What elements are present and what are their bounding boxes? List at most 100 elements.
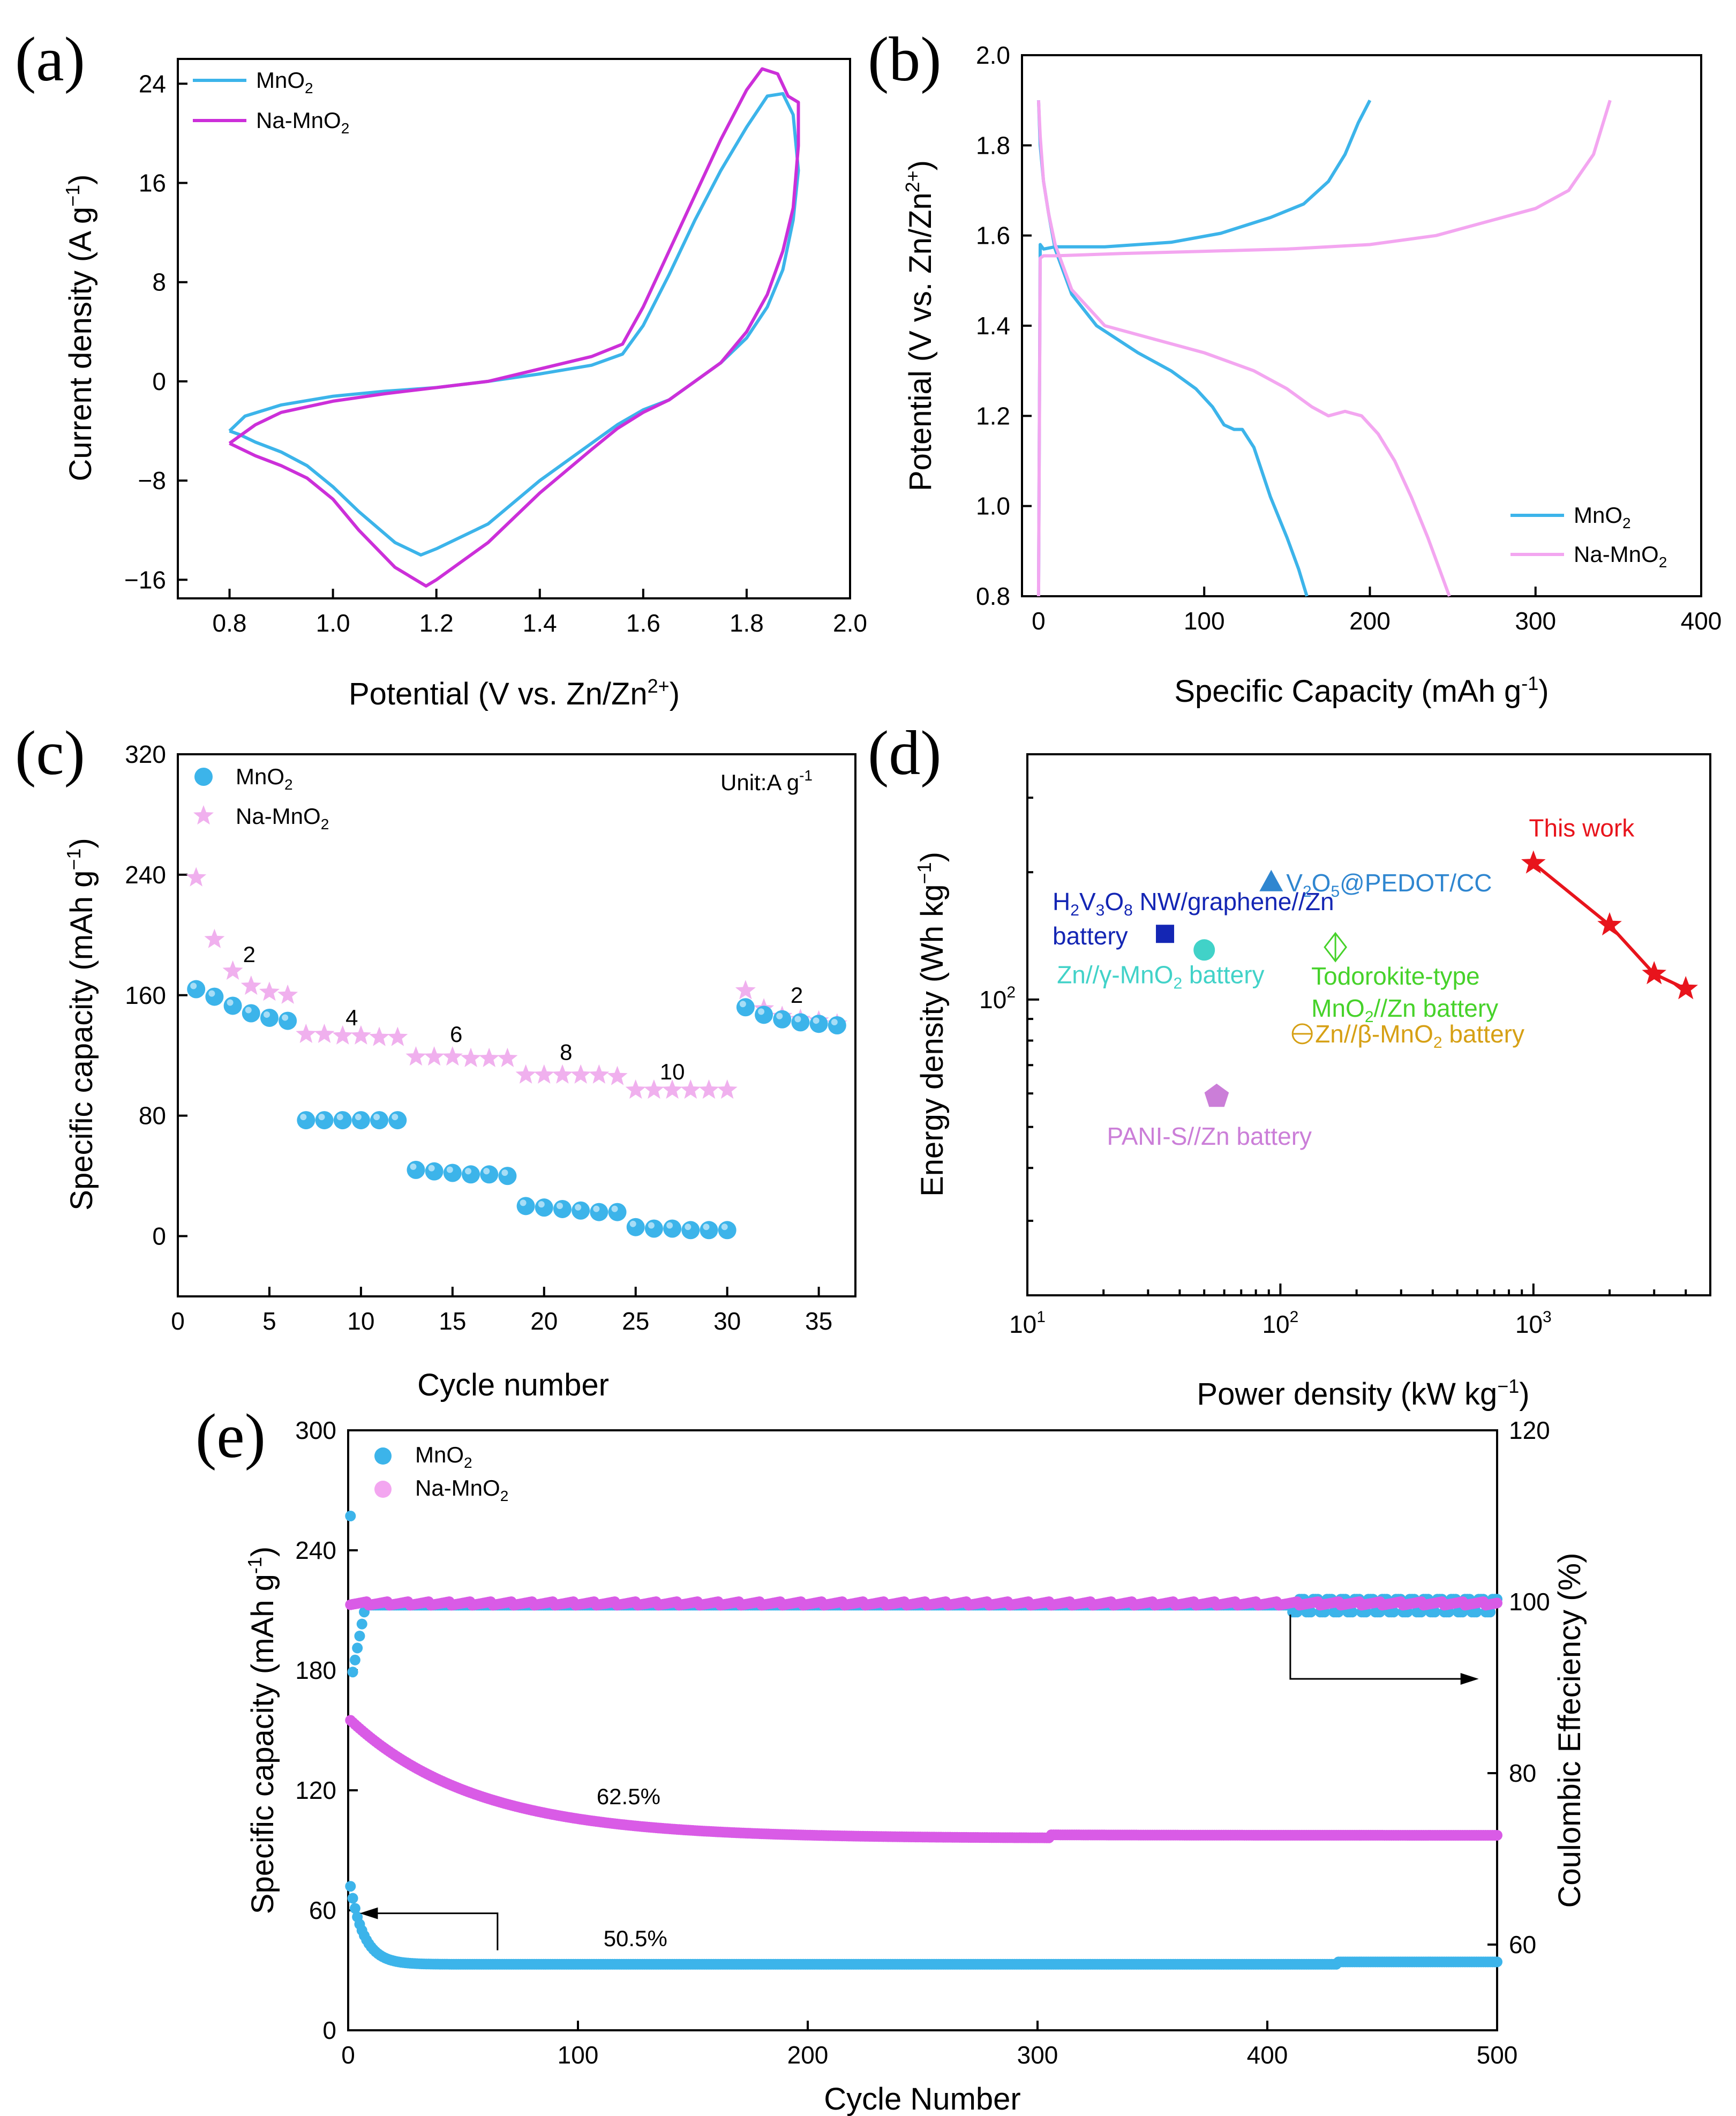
panel-c-rate-label: 4: [345, 1005, 358, 1030]
panel-d-plot-frame: [1026, 753, 1711, 1296]
panel-c-mno2-point: [223, 996, 242, 1015]
panel-c-xtick-label: 25: [622, 1307, 649, 1335]
panel-c-mno2-point: [663, 1219, 682, 1238]
legend-c-mno2-marker: [194, 768, 213, 786]
panel-d-ref-2-label: Zn//γ-MnO2 battery: [1057, 961, 1264, 992]
panel-e-na-mno2-capacity-point: [1492, 1829, 1502, 1841]
panel-c-mno2-point-highlight: [501, 1169, 508, 1176]
panel-c-mno2-point: [205, 987, 224, 1006]
panel-e-xlabel: Cycle Number: [824, 2082, 1020, 2116]
panel-c-mno2-point-highlight: [428, 1165, 435, 1172]
panel-e-ytick-label: 180: [295, 1656, 336, 1684]
panel-b-ytick-label: 1.2: [976, 402, 1010, 430]
panel-e-mno2-ce-point: [352, 1642, 363, 1654]
panel-a-ytick-label: 24: [139, 70, 166, 97]
panel-c-mno2-point-highlight: [685, 1224, 692, 1230]
panel-e-mno2-capacity-point: [349, 1903, 360, 1914]
panel-c-mno2-point-highlight: [336, 1114, 343, 1121]
panel-e-ticks: 0 100 200 300 400 500 0 60 120 180 240 300 60 80 100 12…: [295, 1416, 1550, 2069]
panel-c-xtick-label: 35: [805, 1307, 832, 1335]
panel-d-xtick-label: 101: [1009, 1308, 1046, 1338]
legend-e-mno2-marker: [374, 1447, 392, 1465]
panel-c-mno2-point-highlight: [245, 1007, 252, 1014]
panel-d-xtick-label: 103: [1515, 1308, 1552, 1338]
panel-a-ytick-label: 0: [152, 367, 166, 395]
panel-d-ytick-label: 102: [979, 984, 1016, 1014]
panel-a-xtick-label: 1.0: [316, 609, 350, 637]
panel-e-ytick-label: 0: [322, 2016, 336, 2044]
panel-c-mno2-point-highlight: [227, 999, 234, 1006]
panel-c-na-mno2-point: [552, 1064, 573, 1084]
panel-c-na-mno2-point: [350, 1025, 371, 1045]
panel-e-ytick-label: 60: [309, 1896, 336, 1924]
legend-c-mno2-label: MnO2: [236, 764, 293, 793]
panel-b-ylabel: Potential (V vs. Zn/Zn2+): [901, 160, 938, 491]
panel-c-na-mno2-point: [204, 928, 225, 948]
panel-c-na-mno2-point: [424, 1046, 445, 1066]
panel-c-mno2-point: [700, 1221, 718, 1240]
panel-b-ticks: 0 100 200 300 400 0.8 1.0 1.2 1.4 1.6 1.8 2.0: [976, 41, 1722, 635]
panel-c-na-mno2-point: [589, 1064, 610, 1084]
panel-b-ytick-label: 1.8: [976, 131, 1010, 159]
panel-b-curves: [1036, 99, 1612, 597]
panel-b-na-mno2-charge-curve: [1036, 100, 1612, 597]
panel-c-mno2-point-highlight: [392, 1114, 399, 1121]
panel-e-xtick-label: 0: [341, 2041, 355, 2069]
panel-c-points: [186, 867, 847, 1240]
panel-a-ytick-label: −16: [124, 566, 166, 594]
panel-a-ytick-label: 16: [139, 169, 166, 197]
panel-b-ytick-label: 1.0: [976, 492, 1010, 520]
panel-c-mno2-point: [425, 1162, 444, 1181]
panel-c-na-mno2-point: [241, 975, 261, 995]
panel-c-xtick-label: 15: [439, 1307, 466, 1335]
panel-c-na-mno2-point: [533, 1064, 554, 1084]
panel-a-xtick-label: 1.6: [626, 609, 660, 637]
panel-c-na-mno2-point: [479, 1047, 500, 1067]
panel-d-ref-5-label: PANI-S//Zn battery: [1107, 1122, 1312, 1150]
panel-c-na-mno2-point: [717, 1079, 738, 1099]
panel-d-this-work-point: [1673, 976, 1698, 1000]
panel-b-mno2-discharge-curve: [1036, 100, 1309, 597]
panel-c-ytick-label: 240: [125, 861, 166, 889]
panel-c-rate-chart: (c) 0 5 10 15 20 25 30 35 0 80 160 240 320 2 4 6 8 10 2 U…: [15, 718, 856, 1402]
legend-mno2-label: MnO2: [256, 67, 313, 96]
panel-e-cycling-chart: (e) 0 100 200 300 400 500 0 60 120 180 240 300 60 80 1…: [196, 1401, 1587, 2116]
panel-c-na-mno2-point: [186, 867, 207, 887]
panel-e-y2tick-label: 100: [1509, 1588, 1550, 1616]
panel-e-mno2-ce-point: [354, 1631, 365, 1641]
panel-b-mno2-charge-curve: [1036, 99, 1372, 597]
panel-c-mno2-point-highlight: [300, 1114, 307, 1121]
panel-a-na-mno2-curve: [228, 67, 800, 588]
panel-c-mno2-point: [279, 1011, 297, 1030]
panel-c-mno2-point: [608, 1203, 627, 1221]
panel-c-rate-labels: 2 4 6 8 10 2: [243, 942, 803, 1084]
panel-d-ref-2-circle-marker: [1193, 939, 1215, 961]
panel-c-mno2-point: [626, 1218, 645, 1236]
panel-c-mno2-point: [516, 1197, 535, 1215]
panel-c-na-mno2-point: [698, 1079, 719, 1099]
panel-c-mno2-point: [644, 1219, 663, 1238]
panel-c-na-mno2-point: [222, 960, 243, 980]
panel-c-mno2-point: [791, 1013, 810, 1032]
panel-c-mno2-point: [333, 1111, 352, 1130]
panel-a-xlabel: Potential (V vs. Zn/Zn2+): [349, 675, 680, 711]
panel-e-y2tick-label: 120: [1509, 1416, 1550, 1444]
panel-c-unit-note: Unit:A g-1: [720, 767, 813, 795]
panel-c-na-mno2-point: [497, 1047, 518, 1067]
panel-c-mno2-point: [388, 1111, 407, 1130]
panel-c-rate-label: 6: [450, 1022, 462, 1047]
panel-e-y2tick-label: 60: [1509, 1931, 1536, 1959]
panel-d-xlabel: Power density (kW kg−1): [1197, 1375, 1529, 1412]
panel-d-this-work-point: [1642, 961, 1666, 985]
panel-e-xtick-label: 300: [1017, 2041, 1058, 2069]
panel-c-na-mno2-point: [643, 1079, 664, 1099]
panel-b-ytick-label: 1.4: [976, 312, 1010, 340]
panel-c-mno2-point-highlight: [629, 1220, 636, 1227]
panel-e-xtick-label: 400: [1247, 2041, 1288, 2069]
panel-c-rate-label: 10: [660, 1059, 685, 1084]
panel-c-mno2-point: [553, 1199, 572, 1218]
panel-a-cv-chart: (a) 0.8 1.0 1.2 1.4 1.6 1.8 2.0 −16 −8 0 8 16 24 MnO…: [15, 24, 867, 711]
panel-c-ytick-label: 160: [125, 981, 166, 1009]
panel-b-ytick-label: 2.0: [976, 41, 1010, 69]
